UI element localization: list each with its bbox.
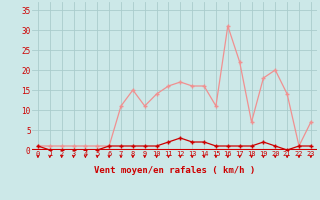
X-axis label: Vent moyen/en rafales ( km/h ): Vent moyen/en rafales ( km/h ) [94,166,255,175]
